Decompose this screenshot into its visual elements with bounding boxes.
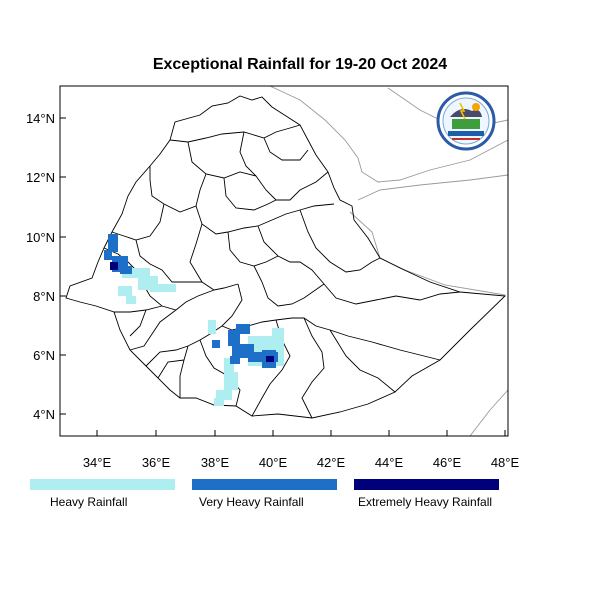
ethiopia-regions [65, 95, 507, 419]
map-frame [59, 85, 509, 437]
x-tick-label: 42°E [317, 455, 346, 470]
extreme-rainfall-areas [110, 262, 274, 362]
y-tick-label: 4°N [33, 407, 55, 422]
x-axis-ticks [60, 117, 506, 436]
legend-label-extreme: Extremely Heavy Rainfall [358, 495, 493, 509]
y-tick-label: 6°N [33, 348, 55, 363]
x-tick-label: 36°E [142, 455, 171, 470]
x-tick-label: 34°E [83, 455, 112, 470]
y-tick-label: 10°N [26, 230, 55, 245]
x-axis-labels: 34°E 36°E 38°E 40°E 42°E 44°E 46°E 48°E [83, 455, 520, 470]
x-tick-label: 46°E [433, 455, 462, 470]
legend-label-very-heavy: Very Heavy Rainfall [199, 495, 304, 509]
legend-swatch-extreme [354, 479, 499, 490]
x-tick-label: 44°E [375, 455, 404, 470]
y-tick-label: 14°N [26, 111, 55, 126]
y-axis-labels: 14°N 12°N 10°N 8°N 6°N 4°N [26, 111, 55, 422]
emi-logo [436, 91, 496, 151]
country-outline [65, 95, 507, 419]
legend-swatch-very-heavy [192, 479, 337, 490]
legend-label-heavy: Heavy Rainfall [50, 495, 128, 509]
x-tick-label: 40°E [259, 455, 288, 470]
y-tick-label: 12°N [26, 170, 55, 185]
map-title: Exceptional Rainfall for 19-20 Oct 2024 [152, 56, 448, 73]
legend-swatch-heavy [30, 479, 175, 490]
very-heavy-rainfall-areas [104, 234, 278, 368]
y-tick-label: 8°N [33, 289, 55, 304]
x-tick-label: 38°E [201, 455, 230, 470]
heavy-rainfall-areas [118, 268, 284, 406]
x-tick-label: 48°E [491, 455, 520, 470]
